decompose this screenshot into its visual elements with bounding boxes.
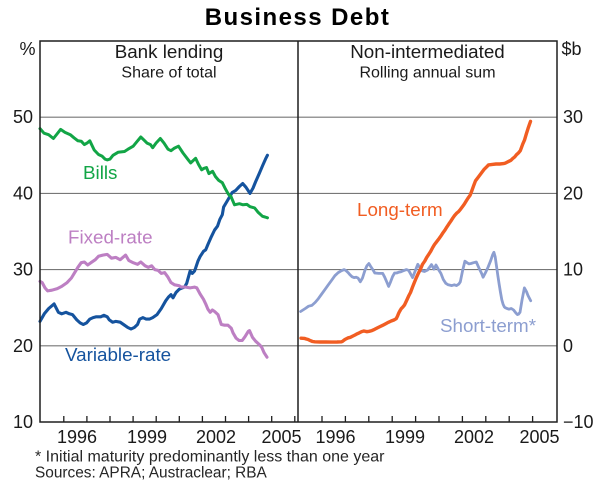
svg-text:Non-intermediated: Non-intermediated xyxy=(350,41,505,62)
svg-text:Long-term: Long-term xyxy=(357,199,443,220)
svg-text:10: 10 xyxy=(13,412,33,432)
svg-text:1996: 1996 xyxy=(315,427,355,447)
svg-text:30: 30 xyxy=(563,107,583,127)
svg-text:Bills: Bills xyxy=(83,162,117,183)
svg-text:Sources: APRA; Austraclear; RB: Sources: APRA; Austraclear; RBA xyxy=(35,465,268,482)
svg-text:$b: $b xyxy=(562,39,582,59)
svg-text:Variable-rate: Variable-rate xyxy=(65,344,171,365)
svg-text:20: 20 xyxy=(13,336,33,356)
svg-text:1996: 1996 xyxy=(57,427,97,447)
svg-text:Short-term*: Short-term* xyxy=(440,315,537,336)
svg-text:Bank lending: Bank lending xyxy=(115,41,224,62)
svg-text:1999: 1999 xyxy=(385,427,425,447)
svg-text:10: 10 xyxy=(563,260,583,280)
svg-text:Share of total: Share of total xyxy=(121,65,216,82)
svg-text:1999: 1999 xyxy=(127,427,167,447)
svg-text:−10: −10 xyxy=(563,412,594,432)
svg-text:2005: 2005 xyxy=(261,427,301,447)
svg-text:Business Debt: Business Debt xyxy=(205,4,391,31)
svg-text:2002: 2002 xyxy=(196,427,236,447)
svg-text:* Initial maturity predominant: * Initial maturity predominantly less th… xyxy=(35,449,385,466)
svg-text:0: 0 xyxy=(563,336,573,356)
svg-text:Rolling annual sum: Rolling annual sum xyxy=(359,65,495,82)
svg-text:30: 30 xyxy=(13,260,33,280)
svg-text:%: % xyxy=(19,39,35,59)
svg-text:2005: 2005 xyxy=(519,427,559,447)
svg-text:50: 50 xyxy=(13,107,33,127)
svg-text:Fixed-rate: Fixed-rate xyxy=(68,227,153,248)
svg-text:20: 20 xyxy=(563,183,583,203)
svg-text:40: 40 xyxy=(13,183,33,203)
svg-text:2002: 2002 xyxy=(454,427,494,447)
